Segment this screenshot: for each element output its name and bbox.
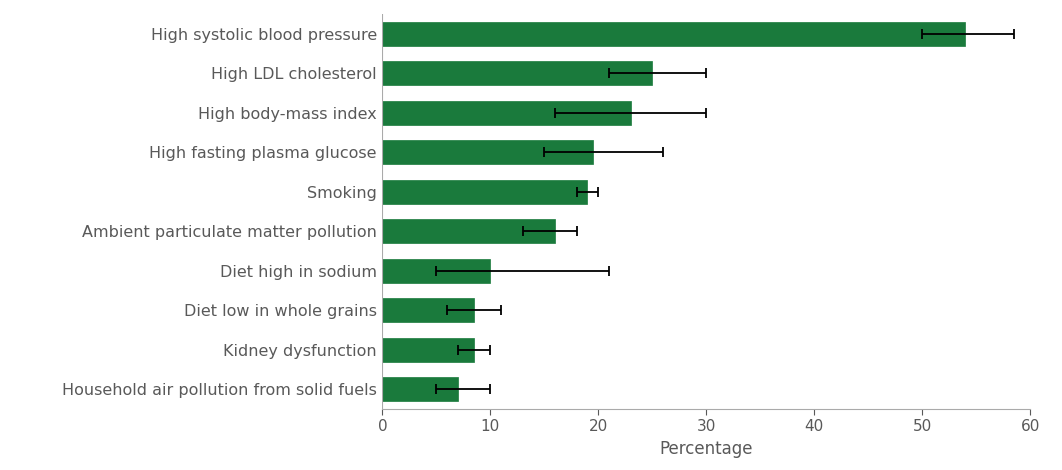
Bar (382, 259, 491, 282)
Bar (382, 141, 593, 164)
X-axis label: Percentage: Percentage (660, 440, 753, 458)
Bar (382, 377, 458, 401)
Bar (382, 62, 652, 85)
Bar (382, 298, 474, 322)
Bar (382, 101, 631, 125)
Bar (382, 219, 555, 243)
Bar (382, 338, 474, 361)
Bar (382, 180, 587, 204)
Bar (382, 22, 965, 46)
